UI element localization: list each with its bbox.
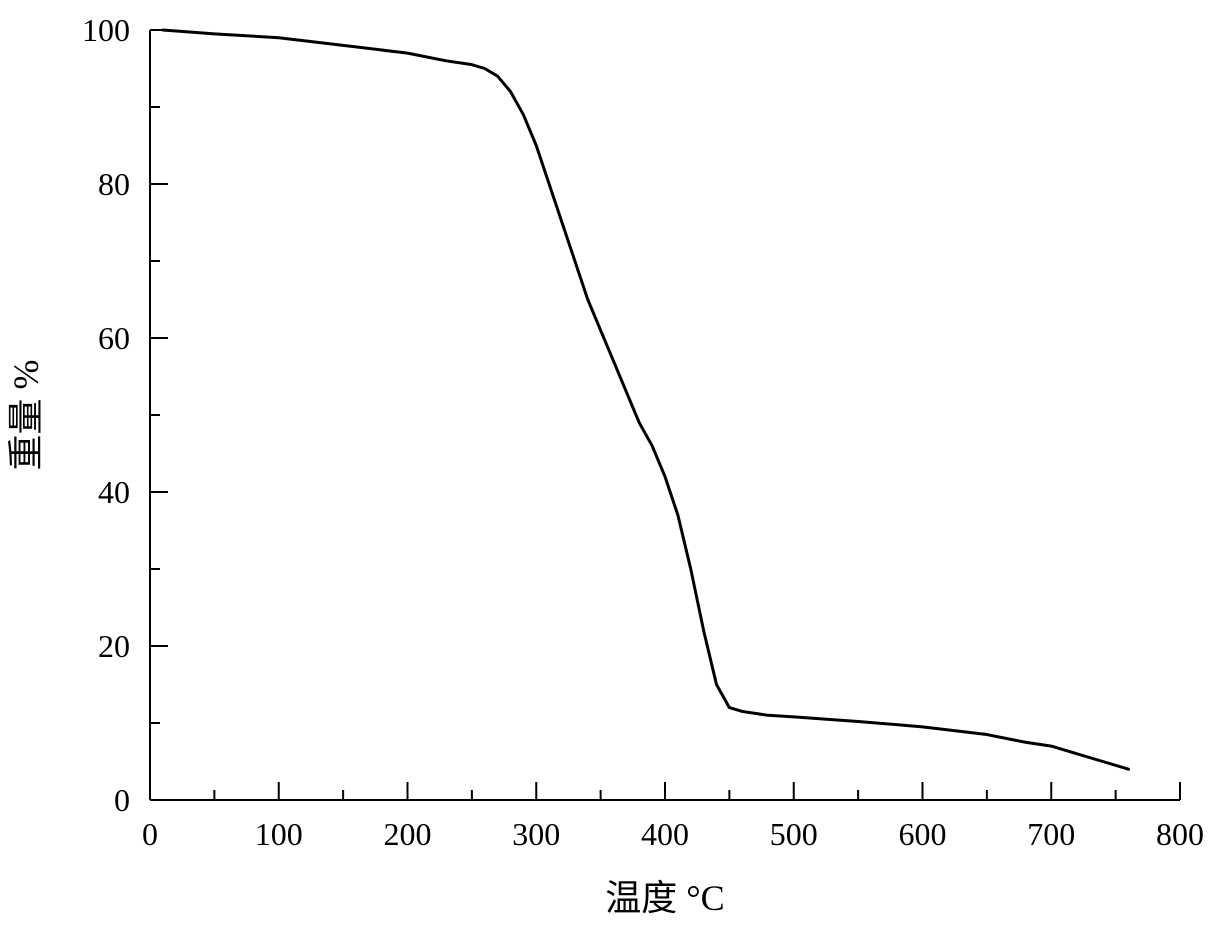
x-tick-label: 600 (899, 816, 947, 852)
y-tick-label: 80 (98, 166, 130, 202)
y-tick-label: 0 (114, 782, 130, 818)
tga-chart: 0 100 200 300 400 500 600 700 800 温度 °C 0 20 40 60 80 1… (0, 0, 1224, 951)
x-tick-label: 100 (255, 816, 303, 852)
chart-svg: 0 100 200 300 400 500 600 700 800 温度 °C 0 20 40 60 80 1… (0, 0, 1224, 951)
y-tick-label: 100 (82, 12, 130, 48)
x-tick-label: 500 (770, 816, 818, 852)
x-tick-label: 700 (1027, 816, 1075, 852)
y-tick-label: 60 (98, 320, 130, 356)
x-axis-label: 温度 °C (605, 878, 724, 918)
y-tick-label: 40 (98, 474, 130, 510)
x-tick-label: 300 (512, 816, 560, 852)
x-tick-label: 400 (641, 816, 689, 852)
y-axis-label: 重量 % (6, 360, 46, 471)
x-tick-label: 200 (384, 816, 432, 852)
y-tick-label: 20 (98, 628, 130, 664)
x-tick-label: 0 (142, 816, 158, 852)
x-tick-label: 800 (1156, 816, 1204, 852)
